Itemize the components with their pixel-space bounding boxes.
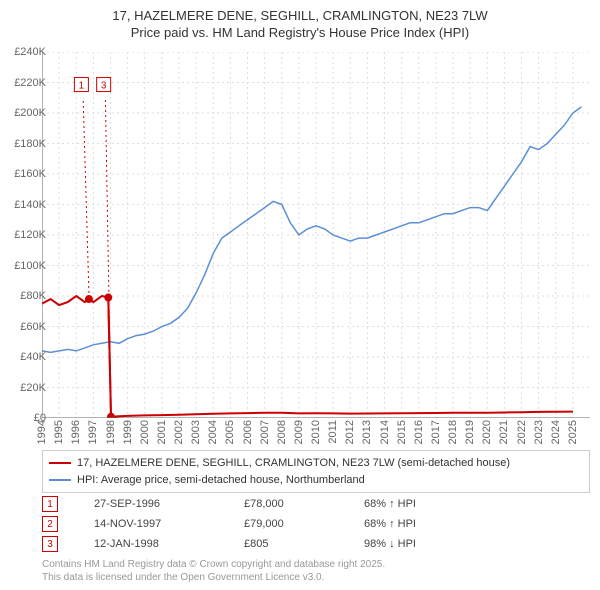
attribution-text: Contains HM Land Registry data © Crown c… xyxy=(42,558,385,584)
attribution-line-1: Contains HM Land Registry data © Crown c… xyxy=(42,558,385,571)
x-tick-label: 2009 xyxy=(293,420,305,444)
legend-label-hpi: HPI: Average price, semi-detached house,… xyxy=(77,472,365,489)
x-tick-label: 1997 xyxy=(87,420,99,444)
chart-series xyxy=(42,107,581,417)
x-tick-label: 2010 xyxy=(310,420,322,444)
x-tick-label: 2018 xyxy=(447,420,459,444)
y-tick-label: £80K xyxy=(20,290,46,302)
x-tick-label: 1998 xyxy=(105,420,117,444)
callout-labels: 13 xyxy=(74,78,111,412)
x-tick-label: 2016 xyxy=(413,420,425,444)
x-tick-label: 2014 xyxy=(379,420,391,444)
x-tick-label: 2008 xyxy=(276,420,288,444)
legend-swatch-red xyxy=(49,462,71,464)
x-tick-label: 2013 xyxy=(361,420,373,444)
x-tick-label: 2015 xyxy=(396,420,408,444)
y-tick-label: £180K xyxy=(14,138,46,150)
sales-date: 14-NOV-1997 xyxy=(94,518,244,530)
x-tick-label: 2002 xyxy=(173,420,185,444)
sales-marker-icon: 3 xyxy=(42,536,58,552)
legend-item-hpi: HPI: Average price, semi-detached house,… xyxy=(49,472,583,489)
sales-date: 12-JAN-1998 xyxy=(94,538,244,550)
sales-marker-icon: 1 xyxy=(42,496,58,512)
gridlines xyxy=(42,52,590,418)
y-tick-label: £40K xyxy=(20,351,46,363)
x-tick-label: 2007 xyxy=(259,420,271,444)
sales-price: £805 xyxy=(244,538,364,550)
sales-table: 1 27-SEP-1996£78,00068% ↑ HPI 2 14-NOV-1997… xyxy=(42,494,590,554)
x-tick-label: 2023 xyxy=(533,420,545,444)
title-line-2: Price paid vs. HM Land Registry's House … xyxy=(0,25,600,42)
x-tick-label: 2022 xyxy=(516,420,528,444)
y-tick-label: £100K xyxy=(14,260,46,272)
y-tick-label: £120K xyxy=(14,229,46,241)
sales-price: £78,000 xyxy=(244,498,364,510)
y-tick-label: £200K xyxy=(14,107,46,119)
sales-row: 1 27-SEP-1996£78,00068% ↑ HPI xyxy=(42,494,590,514)
y-tick-label: £240K xyxy=(14,46,46,58)
x-tick-label: 2025 xyxy=(567,420,579,444)
x-tick-label: 2017 xyxy=(430,420,442,444)
x-tick-label: 2001 xyxy=(156,420,168,444)
y-tick-label: £160K xyxy=(14,168,46,180)
x-tick-label: 1995 xyxy=(53,420,65,444)
x-tick-label: 2003 xyxy=(190,420,202,444)
legend-swatch-blue xyxy=(49,479,71,481)
y-tick-label: £60K xyxy=(20,321,46,333)
sales-row: 2 14-NOV-1997£79,00068% ↑ HPI xyxy=(42,514,590,534)
x-tick-label: 2019 xyxy=(464,420,476,444)
x-tick-label: 2012 xyxy=(344,420,356,444)
x-tick-label: 2011 xyxy=(327,420,339,444)
x-tick-label: 2000 xyxy=(139,420,151,444)
sales-marker-icon: 2 xyxy=(42,516,58,532)
x-tick-label: 2004 xyxy=(207,420,219,444)
x-tick-label: 2020 xyxy=(481,420,493,444)
sales-pct: 68% ↑ HPI xyxy=(364,518,504,530)
chart-container: 17, HAZELMERE DENE, SEGHILL, CRAMLINGTON… xyxy=(0,0,600,590)
y-tick-label: £140K xyxy=(14,199,46,211)
title-line-1: 17, HAZELMERE DENE, SEGHILL, CRAMLINGTON… xyxy=(0,8,600,25)
chart-title: 17, HAZELMERE DENE, SEGHILL, CRAMLINGTON… xyxy=(0,0,600,42)
x-tick-label: 2005 xyxy=(224,420,236,444)
legend-item-price-paid: 17, HAZELMERE DENE, SEGHILL, CRAMLINGTON… xyxy=(49,455,583,472)
attribution-line-2: This data is licensed under the Open Gov… xyxy=(42,571,385,584)
y-tick-label: £220K xyxy=(14,77,46,89)
x-tick-label: 2006 xyxy=(242,420,254,444)
sales-pct: 68% ↑ HPI xyxy=(364,498,504,510)
svg-text:1: 1 xyxy=(79,81,85,92)
y-tick-label: £20K xyxy=(20,382,46,394)
sales-pct: 98% ↓ HPI xyxy=(364,538,504,550)
x-tick-label: 2021 xyxy=(498,420,510,444)
x-tick-label: 1996 xyxy=(70,420,82,444)
chart-legend: 17, HAZELMERE DENE, SEGHILL, CRAMLINGTON… xyxy=(42,450,590,493)
x-tick-label: 1999 xyxy=(122,420,134,444)
x-tick-label: 2024 xyxy=(550,420,562,444)
sales-row: 3 12-JAN-1998£80598% ↓ HPI xyxy=(42,534,590,554)
sales-price: £79,000 xyxy=(244,518,364,530)
legend-label-price-paid: 17, HAZELMERE DENE, SEGHILL, CRAMLINGTON… xyxy=(77,455,510,472)
line-chart: 13 xyxy=(42,52,590,418)
sales-date: 27-SEP-1996 xyxy=(94,498,244,510)
svg-text:3: 3 xyxy=(101,81,107,92)
x-tick-label: 1994 xyxy=(36,420,48,444)
